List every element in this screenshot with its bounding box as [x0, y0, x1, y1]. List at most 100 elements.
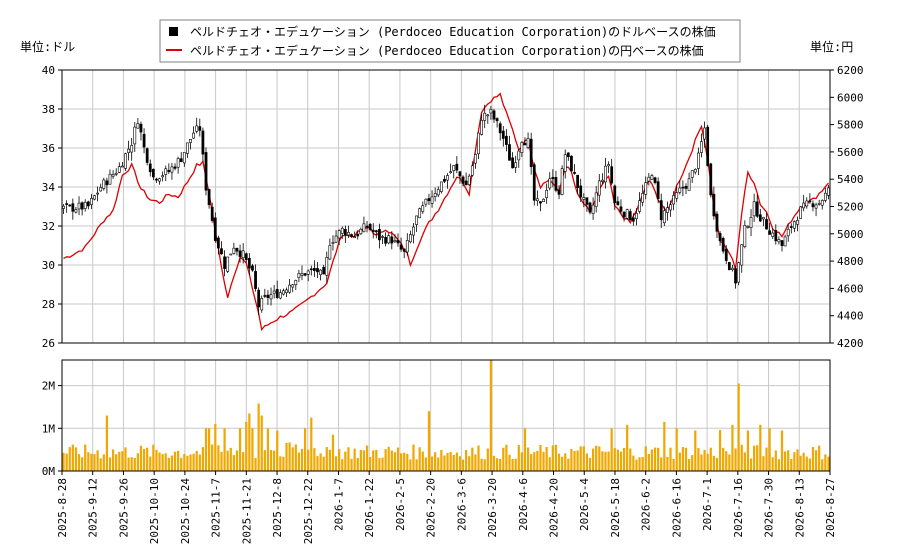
candle-body: [672, 195, 676, 205]
candle-body: [210, 206, 214, 221]
candle-body: [220, 248, 223, 255]
volume-bar: [307, 449, 310, 471]
candle-body: [625, 209, 629, 219]
candle-body: [678, 187, 682, 193]
candle-body: [669, 204, 672, 211]
candle-body: [300, 273, 304, 276]
volume-bar: [173, 451, 177, 471]
volume-bar: [567, 458, 570, 471]
candle-body: [455, 163, 459, 171]
candle-body: [114, 172, 118, 175]
volume-bar: [793, 452, 796, 471]
candle-body: [709, 163, 713, 196]
date-tick-label: 2026-7-1: [701, 478, 714, 531]
candle-body: [483, 112, 487, 121]
candle-body: [597, 180, 601, 196]
candle-body: [520, 142, 524, 153]
candle-body: [68, 204, 72, 207]
candle-body: [610, 166, 614, 184]
candle-body: [458, 171, 462, 177]
volume-bar: [338, 449, 341, 471]
volume-bar: [108, 457, 112, 471]
candle-body: [681, 186, 685, 189]
candle-body: [439, 181, 443, 192]
volume-bar: [180, 457, 183, 471]
volume-bar: [399, 453, 403, 471]
volume-bar: [588, 457, 592, 471]
candle-body: [99, 187, 103, 192]
candle-body: [297, 273, 301, 278]
volume-bar: [548, 457, 551, 471]
volume-bar: [430, 456, 434, 471]
date-tick-label: 2026-7-16: [732, 478, 745, 538]
volume-bar: [663, 421, 666, 471]
volume-bar: [517, 445, 520, 471]
candle-body: [278, 292, 282, 299]
candle-body: [217, 237, 220, 249]
candle-body: [656, 181, 660, 199]
volume-bar: [260, 415, 263, 471]
candle-body: [365, 225, 369, 228]
candle-body: [390, 236, 394, 244]
date-tick-label: 2026-1-7: [332, 478, 345, 531]
date-tick-label: 2026-8-27: [824, 478, 837, 538]
candle-body: [229, 253, 233, 256]
candle-body: [393, 240, 397, 243]
volume-bar: [245, 421, 248, 471]
candle-body: [758, 214, 762, 222]
volume-bar: [111, 449, 115, 471]
candle-body: [207, 189, 211, 206]
candle-body: [337, 230, 341, 239]
candle-body: [566, 152, 570, 158]
candle-body: [613, 185, 617, 204]
candle-body: [328, 245, 332, 260]
candle-body: [715, 213, 719, 232]
candle-body: [470, 165, 474, 176]
volume-bar: [499, 458, 502, 471]
volume-bar: [84, 444, 87, 471]
candle-body: [774, 230, 778, 242]
volume-bar: [616, 449, 619, 471]
candle-body: [402, 248, 406, 252]
volume-bar: [774, 450, 777, 471]
volume-bar: [468, 456, 471, 471]
candle-body: [551, 177, 555, 180]
volume-bar: [204, 428, 208, 471]
jpy-tick-label: 4200: [837, 337, 864, 350]
candle-body: [232, 247, 236, 254]
candle-body: [269, 294, 273, 300]
candle-body: [350, 234, 353, 237]
volume-bar: [818, 445, 821, 471]
volume-bar: [217, 445, 220, 471]
candle-body: [588, 202, 592, 213]
volume-bar: [824, 454, 827, 471]
volume-bar: [65, 453, 68, 471]
volume-bar: [90, 453, 93, 471]
candle-body: [489, 108, 493, 114]
candle-body: [272, 290, 276, 294]
candle-body: [706, 126, 710, 166]
volume-bar: [220, 451, 223, 471]
volume-bar: [511, 459, 514, 471]
candle-body: [600, 179, 604, 182]
candle-body: [235, 248, 239, 252]
candle-body: [158, 178, 161, 182]
candle-body: [542, 198, 545, 202]
candle-body: [387, 235, 391, 244]
volume-bar: [709, 447, 712, 471]
volume-bar: [477, 445, 480, 471]
candle-body: [164, 168, 168, 175]
volume-bar: [322, 456, 325, 471]
volume-bar: [452, 454, 455, 471]
volume-bar: [167, 457, 170, 471]
volume-bar: [443, 455, 446, 471]
volume-bar: [334, 456, 338, 471]
candle-body: [421, 205, 425, 212]
volume-bar: [248, 413, 251, 471]
candle-body: [167, 169, 171, 173]
volume-bar: [198, 454, 201, 471]
candle-body: [443, 178, 446, 182]
candle-body: [408, 234, 412, 243]
volume-bar: [607, 451, 610, 471]
volume-bar: [542, 451, 545, 471]
